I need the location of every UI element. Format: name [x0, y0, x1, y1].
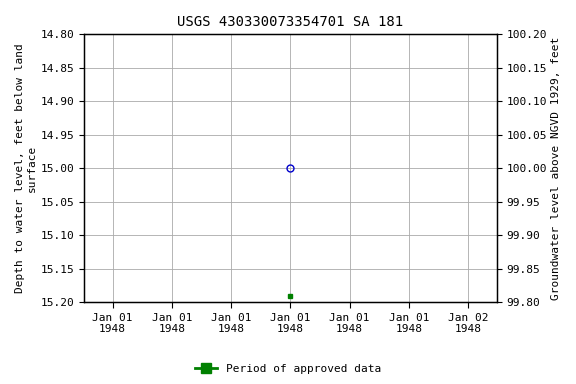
- Legend: Period of approved data: Period of approved data: [191, 359, 385, 379]
- Title: USGS 430330073354701 SA 181: USGS 430330073354701 SA 181: [177, 15, 403, 29]
- Y-axis label: Groundwater level above NGVD 1929, feet: Groundwater level above NGVD 1929, feet: [551, 37, 561, 300]
- Y-axis label: Depth to water level, feet below land
surface: Depth to water level, feet below land su…: [15, 43, 37, 293]
